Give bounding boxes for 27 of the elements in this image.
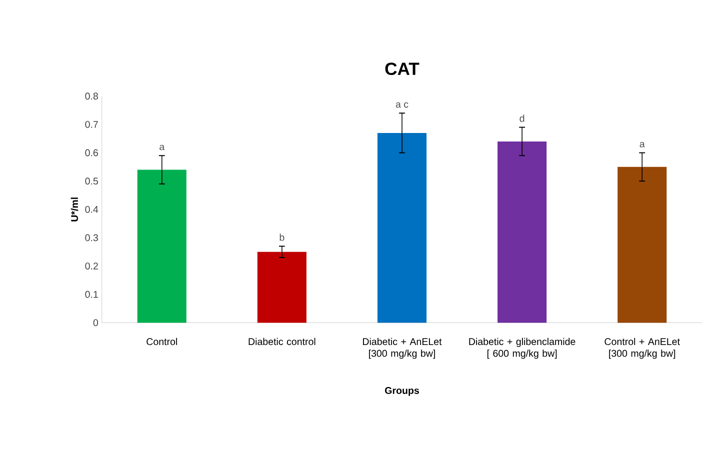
bar (137, 170, 186, 323)
y-tick-label: 0 (93, 319, 98, 326)
bar (257, 252, 306, 323)
chart-title: CAT (385, 62, 420, 76)
annotation: b (280, 234, 284, 241)
x-tick-label: Diabetic + AnELet [300 mg/kg bw] (363, 338, 442, 359)
annotation: a (640, 142, 645, 148)
y-tick-label: 0.8 (85, 92, 98, 100)
annotation: a (160, 144, 165, 150)
bar (618, 167, 667, 323)
y-tick-label: 0.3 (85, 234, 98, 242)
y-tick-label: 0.2 (85, 262, 98, 270)
y-axis-title: U*/ml (70, 198, 78, 222)
x-tick-label: Diabetic control (248, 338, 316, 346)
x-tick-label: Diabetic + glibenclamide [ 600 mg/kg bw] (469, 338, 576, 359)
bar (498, 142, 547, 323)
y-tick-label: 0.4 (85, 206, 98, 213)
y-tick-label: 0.7 (85, 121, 98, 128)
annotation: a c (396, 102, 408, 108)
x-tick-label: Control (146, 338, 177, 346)
y-tick-label: 0.1 (85, 291, 98, 298)
y-tick-label: 0.5 (85, 178, 98, 185)
annotation: d (520, 114, 524, 122)
x-axis-title: Groups (385, 387, 419, 396)
y-tick-label: 0.6 (85, 149, 98, 156)
x-tick-label: Control + AnELet [300 mg/kg bw] (604, 338, 680, 359)
bar (377, 133, 427, 323)
